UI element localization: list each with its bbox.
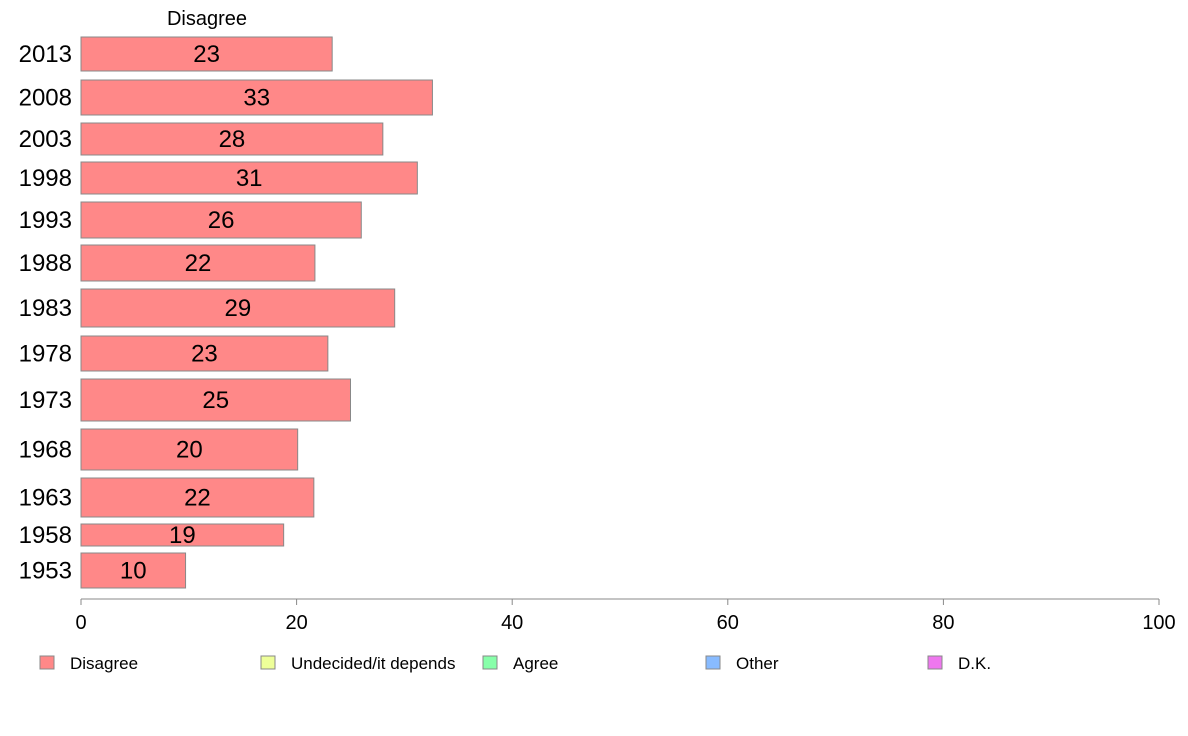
x-tick-label-0: 0 — [75, 612, 86, 634]
legend-label-agree: Agree — [513, 654, 558, 673]
bar-2013 — [80, 36, 333, 72]
bar-1973 — [80, 378, 351, 422]
year-label-1988: 1988 — [19, 250, 72, 277]
series-header: Disagree — [167, 8, 247, 30]
year-label-2003: 2003 — [19, 126, 72, 153]
bar-1963 — [80, 477, 315, 518]
year-label-2013: 2013 — [19, 41, 72, 68]
value-label-1963: 22 — [184, 485, 211, 512]
bar-1958 — [80, 523, 285, 547]
bar-2003 — [80, 122, 384, 156]
legend-label-other: Other — [736, 654, 779, 673]
bar-1978 — [80, 335, 329, 372]
value-label-2008: 33 — [243, 85, 270, 112]
x-tick-label-20: 20 — [285, 612, 307, 634]
value-label-1968: 20 — [176, 437, 203, 464]
year-label-1993: 1993 — [19, 207, 72, 234]
value-label-1953: 10 — [120, 558, 147, 585]
year-label-2008: 2008 — [19, 85, 72, 112]
bar-1953 — [80, 552, 187, 589]
x-tick-label-100: 100 — [1142, 612, 1175, 634]
value-label-1973: 25 — [202, 387, 229, 414]
legend-swatch-agree — [482, 655, 498, 670]
year-label-1973: 1973 — [19, 387, 72, 414]
value-label-2013: 23 — [193, 41, 220, 68]
legend-label-disagree: Disagree — [70, 654, 138, 673]
x-tick-label-80: 80 — [932, 612, 954, 634]
value-label-1978: 23 — [191, 341, 218, 368]
bar-1993 — [80, 201, 362, 239]
bar-1968 — [80, 428, 299, 471]
value-label-1993: 26 — [208, 207, 235, 234]
year-label-1958: 1958 — [19, 522, 72, 549]
year-label-1968: 1968 — [19, 437, 72, 464]
value-label-2003: 28 — [219, 126, 246, 153]
year-label-1998: 1998 — [19, 165, 72, 192]
bar-1983 — [80, 288, 396, 328]
bar-1998 — [80, 161, 418, 195]
x-tick-label-60: 60 — [717, 612, 739, 634]
legend-swatch-other — [705, 655, 721, 670]
value-label-1983: 29 — [224, 295, 251, 322]
x-axis: 0 20 40 60 80 100 — [75, 598, 1176, 634]
legend-label-undecided-it-depends: Undecided/it depends — [291, 654, 455, 673]
bar-1988 — [80, 244, 316, 282]
value-label-1988: 22 — [185, 250, 212, 277]
legend: Disagree Undecided/it depends Agree Other D.… — [39, 654, 991, 673]
year-label-1953: 1953 — [19, 558, 72, 585]
bar-2008 — [80, 79, 433, 116]
legend-swatch-d-k — [927, 655, 943, 670]
legend-swatch-disagree — [39, 655, 55, 670]
bars-group: 2013 23 2008 33 2003 28 1998 31 1993 26 1988 22 1983… — [19, 36, 433, 589]
year-label-1963: 1963 — [19, 485, 72, 512]
value-label-1958: 19 — [169, 522, 196, 549]
year-label-1978: 1978 — [19, 341, 72, 368]
legend-label-d-k: D.K. — [958, 654, 991, 673]
x-tick-label-40: 40 — [501, 612, 523, 634]
year-label-1983: 1983 — [19, 295, 72, 322]
value-label-1998: 31 — [236, 165, 263, 192]
legend-swatch-undecided-it-depends — [260, 655, 276, 670]
